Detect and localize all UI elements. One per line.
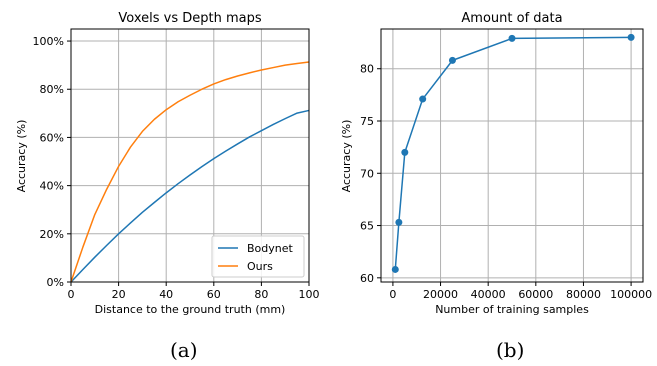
x-tick-label: 80 <box>254 288 268 301</box>
x-ticks: 0 20 40 60 80 100 <box>68 282 320 301</box>
series-line <box>394 36 632 270</box>
data-point <box>627 33 635 41</box>
legend-label-ours: Ours <box>247 260 273 273</box>
x-axis-label: Distance to the ground truth (mm) <box>95 303 286 316</box>
x-tick-label: 40 <box>159 288 173 301</box>
grid <box>381 29 643 282</box>
y-tick-label: 60% <box>40 131 64 144</box>
data-point <box>395 218 403 226</box>
x-tick-label: 0 <box>389 288 396 301</box>
y-tick-label: 65 <box>360 220 374 233</box>
chart-title: Amount of data <box>461 11 562 26</box>
x-tick-label: 100 <box>299 288 320 301</box>
y-tick-label: 80% <box>40 83 64 96</box>
y-axis-label: Accuracy (%) <box>15 120 28 193</box>
series-layer <box>391 33 635 273</box>
y-tick-label: 20% <box>40 228 64 241</box>
caption-b: (b) <box>496 338 525 362</box>
data-point <box>401 148 409 156</box>
legend-label-bodynet: Bodynet <box>247 242 294 255</box>
chart-title: Voxels vs Depth maps <box>118 11 261 26</box>
y-tick-label: 80 <box>360 63 374 76</box>
x-tick-label: 80000 <box>566 288 601 301</box>
x-tick-label: 20000 <box>423 288 458 301</box>
series-layer <box>70 61 310 283</box>
series-line-ours <box>70 61 310 283</box>
plot-frame <box>380 28 644 283</box>
y-tick-label: 0% <box>47 276 64 289</box>
data-point <box>448 56 456 64</box>
y-ticks: 0% 20% 40% 60% 80% 100% <box>33 35 71 289</box>
y-tick-label: 75 <box>360 115 374 128</box>
y-tick-label: 70 <box>360 167 374 180</box>
y-tick-label: 40% <box>40 180 64 193</box>
y-ticks: 60 65 70 75 80 <box>360 63 381 285</box>
x-axis-label: Number of training samples <box>435 303 589 316</box>
data-point <box>419 95 427 103</box>
y-tick-label: 100% <box>33 35 64 48</box>
chart-voxels-vs-depth: 0 20 40 60 80 100 0% 20% 40% 60% 80% 100% Voxels v… <box>15 11 320 316</box>
legend: Bodynet Ours <box>211 235 305 278</box>
x-ticks: 0 20000 40000 60000 80000 100000 <box>389 282 652 301</box>
x-tick-label: 100000 <box>610 288 652 301</box>
data-point <box>391 265 399 273</box>
x-tick-label: 60 <box>207 288 221 301</box>
chart-amount-of-data: 0 20000 40000 60000 80000 100000 60 65 70 75 80 A… <box>340 11 652 316</box>
y-axis-label: Accuracy (%) <box>340 120 353 193</box>
data-point <box>508 34 516 42</box>
x-tick-label: 60000 <box>518 288 553 301</box>
y-tick-label: 60 <box>360 272 374 285</box>
caption-a: (a) <box>170 338 198 362</box>
series-line-bodynet <box>70 109 310 283</box>
x-tick-label: 40000 <box>471 288 506 301</box>
x-tick-label: 0 <box>68 288 75 301</box>
plot-frame <box>70 28 310 283</box>
x-tick-label: 20 <box>112 288 126 301</box>
